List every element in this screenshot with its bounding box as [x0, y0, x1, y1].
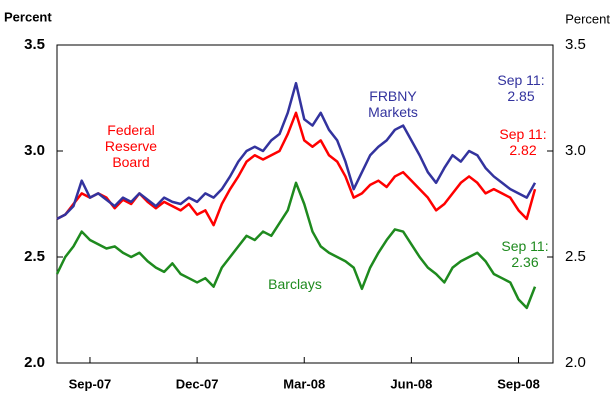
end-value: 2.82 [509, 142, 537, 158]
series-line [56, 81, 537, 220]
end-date: Sep 11: [497, 72, 545, 88]
end-value: 2.85 [507, 88, 535, 104]
y-tick-label: 3.0 [24, 142, 45, 159]
end-label: Sep 11: 2.36 [490, 238, 560, 270]
y2-tick-label: 3.0 [565, 142, 586, 159]
x-tick-label: Sep-08 [497, 376, 540, 391]
end-label: Sep 11: 2.85 [486, 72, 556, 104]
y2-tick-label: 3.5 [565, 36, 586, 53]
y2-tick-label: 2.5 [565, 248, 586, 265]
y-tick-label: 2.5 [24, 248, 45, 265]
series-label: Barclays [268, 276, 322, 292]
x-tick-label: Jun-08 [390, 376, 432, 391]
y-tick-label: 3.5 [24, 36, 45, 53]
end-label: Sep 11: 2.82 [488, 126, 558, 158]
y2-tick-label: 2.0 [565, 354, 586, 371]
x-tick-label: Dec-07 [176, 376, 219, 391]
series-label: FRBNY Markets [368, 88, 418, 120]
x-tick-label: Mar-08 [283, 376, 325, 391]
end-date: Sep 11: [499, 126, 547, 142]
y2-axis-label: Percent [565, 11, 610, 26]
x-tick-label: Sep-07 [69, 376, 112, 391]
plot-frame [56, 44, 554, 364]
series-line [55, 181, 537, 310]
series-label: Federal Reserve Board [104, 122, 158, 170]
end-date: Sep 11: [501, 238, 549, 254]
end-value: 2.36 [511, 254, 539, 270]
y-axis-label: Percent [4, 9, 52, 24]
y-tick-label: 2.0 [24, 354, 45, 371]
